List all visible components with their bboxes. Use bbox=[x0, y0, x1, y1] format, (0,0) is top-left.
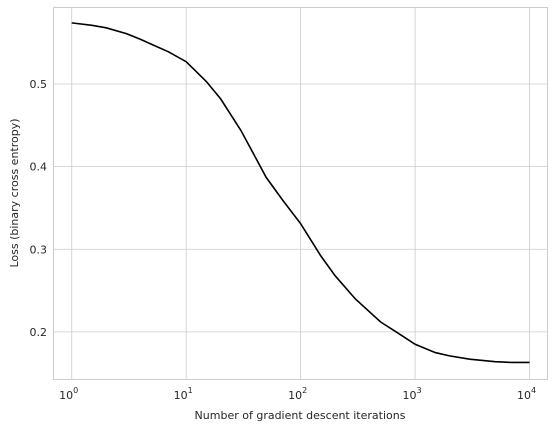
series-layer bbox=[71, 22, 530, 364]
x-tick-base: 10 bbox=[174, 389, 188, 402]
x-tick-exponent: 1 bbox=[188, 386, 193, 395]
loss-line bbox=[71, 22, 530, 364]
x-axis-label: Number of gradient descent iterations bbox=[195, 409, 406, 422]
x-tick-label: 101 bbox=[174, 386, 193, 402]
x-tick-exponent: 3 bbox=[417, 386, 422, 395]
y-tick-label: 0.2 bbox=[30, 326, 48, 339]
plot-frame bbox=[53, 7, 548, 380]
grid-lines bbox=[54, 8, 547, 379]
x-tick-base: 10 bbox=[517, 389, 531, 402]
y-tick-labels: 0.2 0.3 0.4 0.5 bbox=[30, 78, 48, 339]
x-tick-exponent: 2 bbox=[302, 386, 307, 395]
x-tick-label: 104 bbox=[517, 386, 536, 402]
x-tick-base: 10 bbox=[59, 389, 73, 402]
x-tick-base: 10 bbox=[403, 389, 417, 402]
y-tick-label: 0.4 bbox=[30, 161, 48, 174]
x-tick-label: 103 bbox=[403, 386, 422, 402]
x-tick-label: 100 bbox=[59, 386, 78, 402]
x-tick-exponent: 0 bbox=[73, 386, 78, 395]
x-tick-base: 10 bbox=[288, 389, 302, 402]
x-tick-exponent: 4 bbox=[531, 386, 536, 395]
y-tick-label: 0.3 bbox=[30, 243, 48, 256]
x-tick-labels: 100 101 102 103 104 bbox=[59, 386, 536, 402]
y-tick-label: 0.5 bbox=[30, 78, 48, 91]
y-axis-label: Loss (binary cross entropy) bbox=[8, 118, 21, 267]
x-tick-label: 102 bbox=[288, 386, 307, 402]
